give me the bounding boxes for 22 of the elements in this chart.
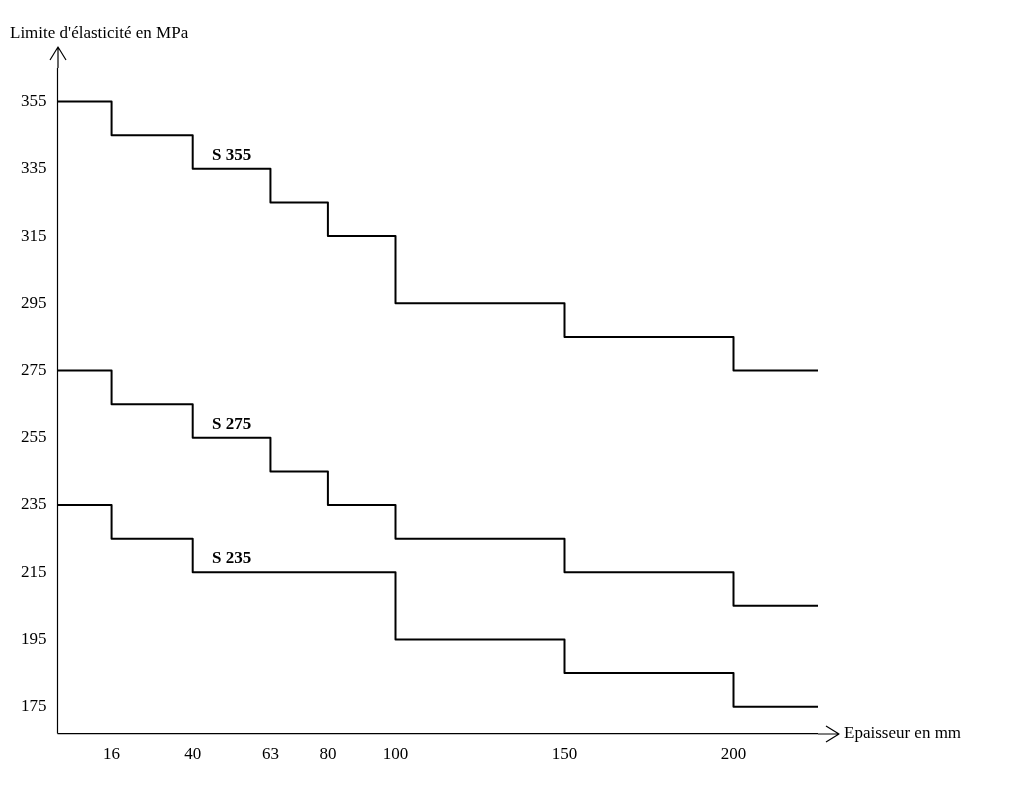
x-tick-label: 150	[551, 744, 578, 764]
y-tick-label: 275	[21, 360, 47, 380]
y-tick-label: 255	[21, 427, 47, 447]
x-tick-label: 200	[720, 744, 747, 764]
y-tick-label: 335	[21, 158, 47, 178]
x-tick-label: 16	[103, 744, 121, 764]
x-tick-label: 80	[319, 744, 337, 764]
series-label: S 235	[211, 548, 252, 568]
x-tick-label: 40	[184, 744, 202, 764]
series-label: S 275	[211, 413, 252, 433]
y-axis-title: Limite d'élasticité en MPa	[10, 22, 189, 42]
y-tick-label: 195	[21, 628, 47, 648]
y-tick-label: 175	[21, 696, 47, 716]
x-axis-title: Epaisseur en mm	[844, 723, 962, 743]
y-tick-label: 235	[21, 494, 47, 514]
series-label: S 355	[211, 144, 252, 164]
x-tick-label: 63	[261, 744, 279, 764]
y-tick-label: 215	[21, 561, 47, 581]
y-tick-label: 355	[21, 91, 47, 111]
y-tick-label: 315	[21, 225, 47, 245]
y-tick-label: 295	[21, 292, 47, 312]
x-tick-label: 100	[382, 744, 409, 764]
